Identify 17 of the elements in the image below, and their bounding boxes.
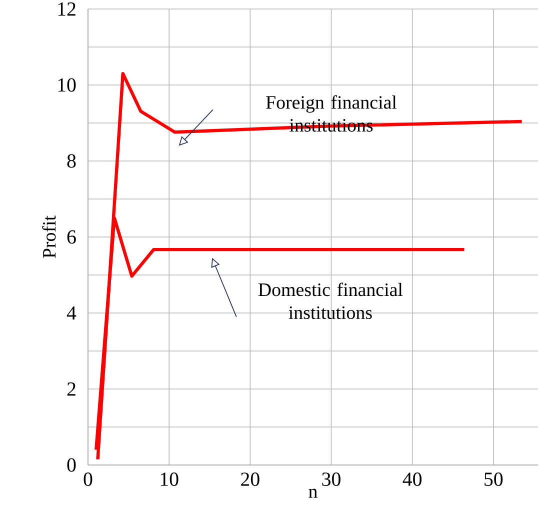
y-tick-label: 2 — [67, 382, 76, 396]
x-tick-label: 30 — [322, 472, 340, 486]
y-tick-label: 12 — [58, 2, 76, 16]
x-tick-label: 40 — [402, 472, 422, 486]
x-axis-title: n — [308, 488, 318, 498]
x-tick-label: 0 — [84, 472, 92, 486]
y-tick-label: 6 — [67, 230, 76, 244]
y-axis-title: Profit — [42, 216, 56, 258]
y-tick-label: 8 — [67, 154, 76, 168]
x-tick-label: 50 — [484, 472, 503, 486]
annotation: Foreign financial institutions — [266, 95, 397, 132]
x-tick-label: 20 — [241, 472, 260, 486]
y-tick-label: 0 — [67, 458, 76, 472]
y-tick-label: 4 — [66, 306, 76, 320]
y-tick-label: 10 — [58, 78, 76, 92]
x-tick-label: 10 — [160, 472, 178, 486]
annotation: Domestic financial institutions — [258, 282, 403, 320]
